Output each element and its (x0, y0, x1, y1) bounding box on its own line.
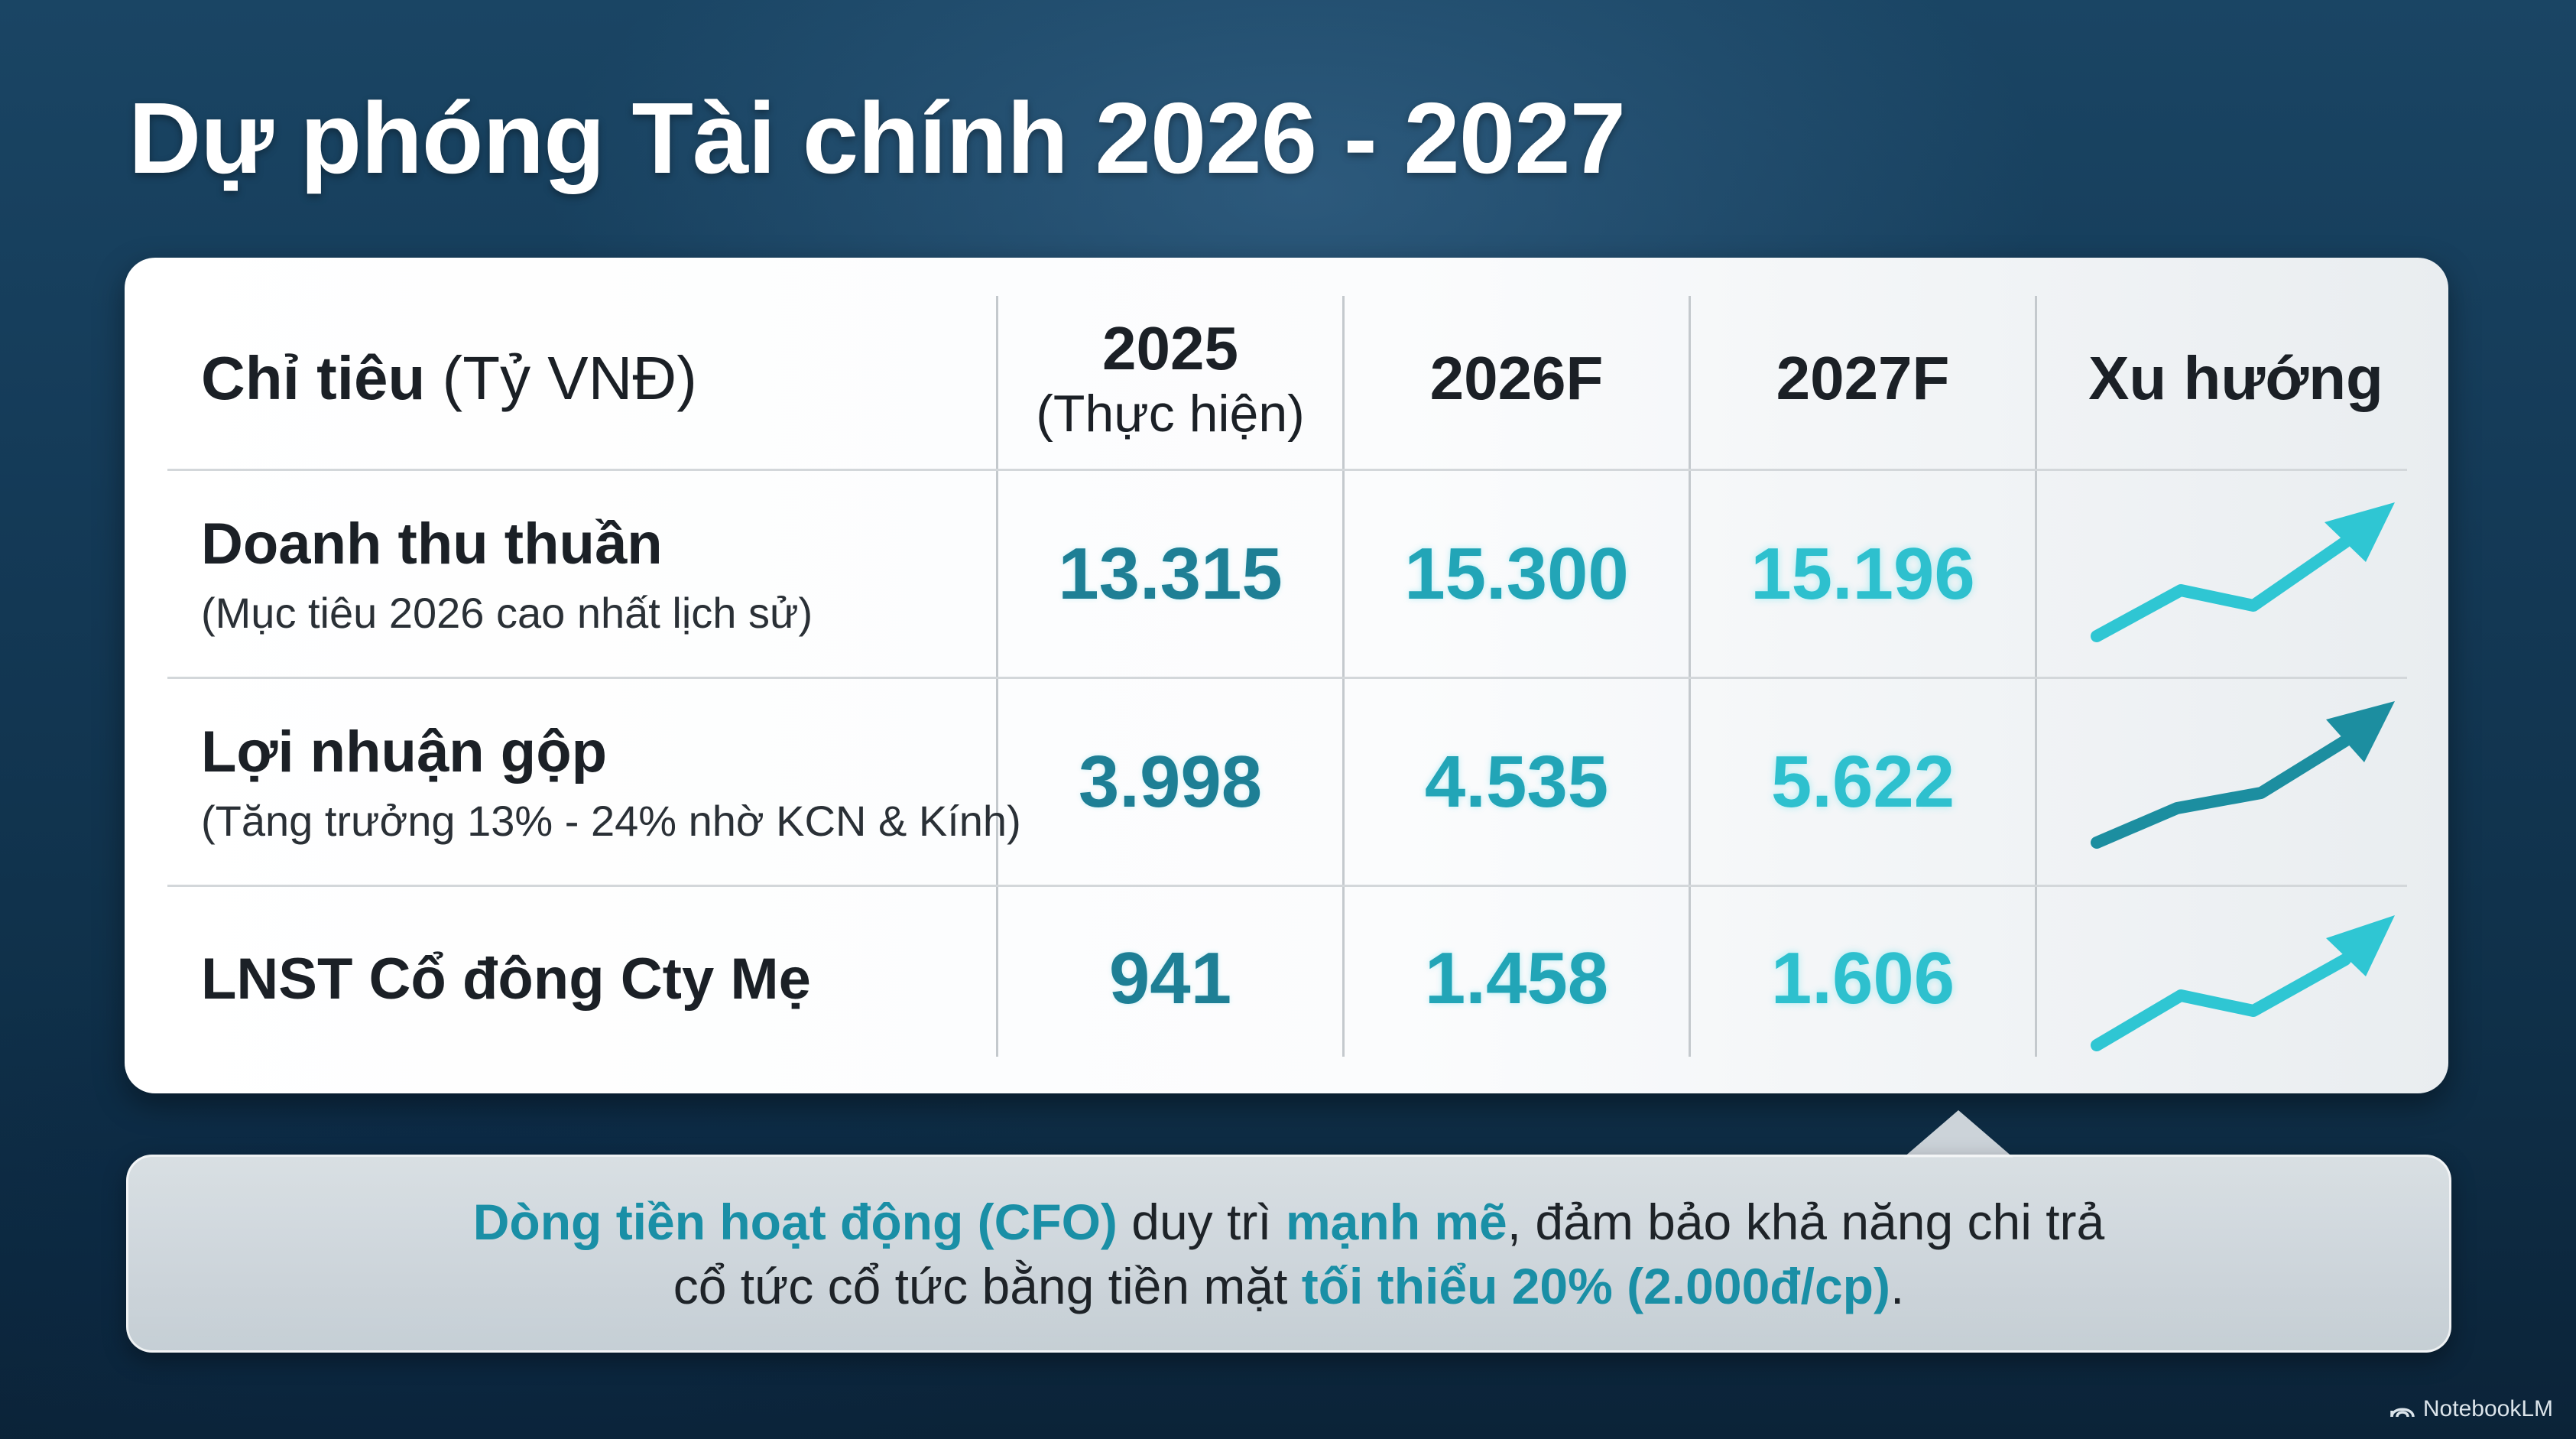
callout-pointer (1903, 1110, 2013, 1158)
note-line-1: Dòng tiền hoạt động (CFO) duy trì mạnh m… (472, 1193, 2105, 1250)
table-cell: 15.196 (1750, 532, 1975, 615)
note-line-2: cổ tức cổ tức bằng tiền mặt tối thiểu 20… (673, 1257, 1905, 1314)
row-label-net-profit: LNST Cổ đông Cty Mẹ (201, 946, 811, 1012)
table-cell: 13.315 (1058, 532, 1283, 615)
column-divider (2035, 296, 2037, 1057)
notebooklm-badge: NotebookLM (2389, 1396, 2553, 1422)
header-metric: Chỉ tiêu (Tỷ VNĐ) (201, 288, 988, 469)
header-2026f: 2026F (1429, 344, 1604, 412)
row-divider (167, 677, 2407, 679)
table-cell: 3.998 (1078, 740, 1263, 823)
brand-label: NotebookLM (2422, 1396, 2553, 1421)
table-cell: 1.606 (1770, 937, 1955, 1019)
table-cell: 1.458 (1424, 937, 1609, 1019)
notebooklm-logo-icon (2390, 1408, 2415, 1418)
column-divider (1689, 296, 1691, 1057)
cfo-note-callout: Dòng tiền hoạt động (CFO) duy trì mạnh m… (126, 1155, 2451, 1353)
header-2027f: 2027F (1776, 344, 1950, 412)
trend-up-arrow-icon (2091, 502, 2395, 642)
row-label-revenue: Doanh thu thuần (Mục tiêu 2026 cao nhất … (201, 511, 813, 637)
slide-title: Dự phóng Tài chính 2026 - 2027 (128, 82, 1626, 194)
table-cell: 5.622 (1770, 740, 1955, 823)
forecast-table: Chỉ tiêu (Tỷ VNĐ) 2025 (Thực hiện) 2026F… (125, 258, 2448, 1093)
column-divider (996, 296, 998, 1057)
header-2025-sub: (Thực hiện) (1036, 385, 1305, 443)
row-label-gross-profit: Lợi nhuận gộp (Tăng trưởng 13% - 24% nhờ… (201, 719, 1021, 845)
row-divider (167, 469, 2407, 471)
header-2025-year: 2025 (1102, 314, 1238, 382)
header-2025: 2025 (Thực hiện) (998, 288, 1342, 469)
header-trend: Xu hướng (2088, 344, 2383, 412)
trend-up-arrow-icon (2091, 915, 2395, 1051)
table-cell: 941 (1108, 937, 1232, 1019)
table-cell: 15.300 (1404, 532, 1629, 615)
trend-up-arrow-icon (2091, 701, 2395, 849)
row-divider (167, 885, 2407, 887)
table-cell: 4.535 (1424, 740, 1609, 823)
column-divider (1342, 296, 1345, 1057)
header-metric-label: Chỉ tiêu (201, 344, 426, 412)
header-metric-unit: (Tỷ VNĐ) (425, 344, 697, 412)
